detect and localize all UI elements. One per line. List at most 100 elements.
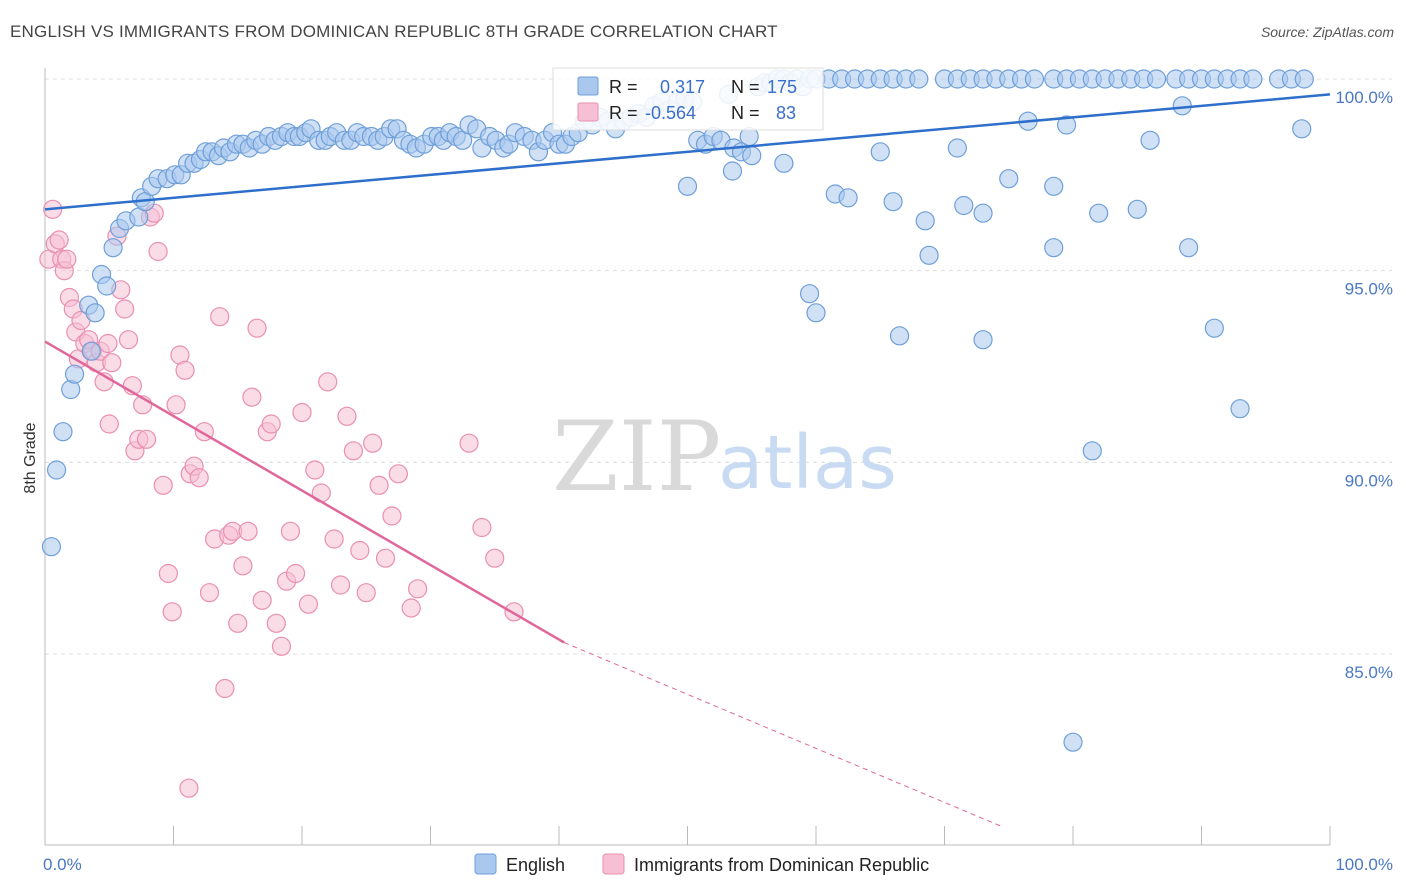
watermark-zip: ZIP bbox=[552, 401, 721, 513]
dominican-point bbox=[292, 402, 312, 423]
source-label: Source: ZipAtlas.com bbox=[1260, 24, 1394, 40]
dominican-point bbox=[369, 475, 389, 495]
english-point bbox=[1024, 69, 1045, 89]
dominican-point bbox=[356, 583, 376, 603]
english-point bbox=[81, 341, 101, 361]
english-point bbox=[1140, 130, 1160, 150]
dominican-trend-line bbox=[44, 340, 565, 644]
dominican-point bbox=[189, 468, 209, 488]
dominican-point bbox=[375, 548, 396, 568]
english-point bbox=[838, 188, 858, 208]
english-point bbox=[1082, 441, 1102, 461]
dominican-point bbox=[228, 613, 248, 633]
english-point bbox=[947, 138, 967, 158]
dominican-point bbox=[330, 575, 351, 595]
english-point bbox=[1127, 199, 1147, 219]
dominican-point bbox=[252, 590, 272, 610]
dominican-point bbox=[242, 387, 262, 407]
english-point bbox=[1044, 238, 1064, 258]
english-point bbox=[1294, 69, 1314, 89]
dominican-point bbox=[162, 602, 182, 622]
english-point bbox=[1089, 203, 1109, 223]
dominican-trend-extension bbox=[563, 642, 1002, 827]
x-axis-ticks bbox=[173, 826, 1331, 845]
dominican-point bbox=[233, 556, 253, 576]
chart-title: ENGLISH VS IMMIGRANTS FROM DOMINICAN REP… bbox=[10, 22, 778, 41]
dominican-point bbox=[324, 529, 344, 549]
x-tick-label-max: 100.0% bbox=[1335, 855, 1393, 874]
dominican-point bbox=[99, 414, 119, 434]
english-point bbox=[53, 422, 73, 442]
grid-lines bbox=[45, 78, 1392, 655]
dominican-point bbox=[280, 521, 301, 541]
dominican-r-value: -0.564 bbox=[645, 103, 696, 123]
y-axis-title: 8th Grade bbox=[22, 422, 39, 493]
dominican-point bbox=[247, 318, 267, 338]
dominican-point bbox=[285, 563, 306, 584]
dominican-point bbox=[401, 598, 421, 618]
english-point bbox=[1056, 115, 1077, 135]
dominican-point bbox=[102, 353, 122, 373]
y-tick-label: 85.0% bbox=[1345, 663, 1393, 682]
dominican-point bbox=[57, 249, 77, 269]
english-point bbox=[999, 169, 1019, 189]
english-trend-line bbox=[44, 93, 1331, 211]
dominican-point bbox=[115, 299, 135, 319]
english-point bbox=[1243, 69, 1263, 89]
watermark-atlas: atlas bbox=[718, 420, 897, 506]
english-n-label: N = bbox=[731, 77, 760, 97]
dominican-n-label: N = bbox=[731, 103, 760, 123]
y-tick-label: 100.0% bbox=[1335, 88, 1393, 107]
english-point bbox=[973, 203, 993, 223]
dominican-point bbox=[485, 548, 505, 568]
dominican-point bbox=[148, 241, 168, 262]
english-point bbox=[677, 176, 698, 196]
english-point bbox=[889, 326, 910, 346]
english-point bbox=[799, 284, 820, 304]
english-point bbox=[1044, 176, 1064, 196]
trend-lines bbox=[44, 93, 1331, 827]
english-point bbox=[954, 195, 974, 216]
dominican-point bbox=[98, 333, 118, 354]
dominican-point bbox=[266, 613, 286, 633]
legend-dominican-label: Immigrants from Dominican Republic bbox=[634, 855, 929, 875]
dominican-point bbox=[153, 475, 173, 495]
dominican-point bbox=[337, 406, 357, 426]
dominican-swatch bbox=[577, 102, 599, 122]
dominican-point bbox=[271, 636, 292, 656]
english-point bbox=[883, 192, 903, 212]
stats-legend: R = 0.317 N = 175 R = -0.564 N = 83 bbox=[552, 67, 824, 131]
english-r-value: 0.317 bbox=[660, 77, 705, 97]
dominican-point bbox=[408, 579, 428, 599]
english-point bbox=[722, 161, 743, 181]
english-point bbox=[1179, 238, 1199, 258]
english-point bbox=[1146, 69, 1167, 89]
english-point bbox=[1292, 119, 1312, 139]
english-point bbox=[919, 245, 939, 265]
dominican-point bbox=[158, 563, 178, 584]
english-point bbox=[915, 211, 935, 231]
english-swatch bbox=[577, 76, 599, 96]
dominican-point bbox=[298, 594, 319, 614]
dominican-point bbox=[382, 506, 402, 526]
dominican-point bbox=[49, 230, 69, 250]
dominican-point bbox=[350, 540, 370, 561]
bottom-legend: English Immigrants from Dominican Republ… bbox=[474, 853, 929, 875]
dominican-point bbox=[318, 372, 338, 392]
dominican-n-value: 83 bbox=[776, 103, 796, 123]
dominican-point bbox=[179, 778, 199, 798]
english-point bbox=[1230, 399, 1250, 419]
dominican-point bbox=[238, 521, 258, 541]
y-tick-label: 90.0% bbox=[1345, 471, 1393, 490]
english-points bbox=[41, 69, 1314, 752]
english-point bbox=[870, 142, 890, 162]
dominican-point bbox=[459, 433, 479, 453]
dominican-point bbox=[118, 330, 139, 350]
dominican-point bbox=[363, 433, 383, 453]
dominican-point bbox=[261, 414, 281, 434]
y-tick-label: 95.0% bbox=[1345, 280, 1393, 299]
dominican-point bbox=[388, 464, 408, 484]
english-point bbox=[64, 364, 85, 384]
english-point bbox=[41, 537, 62, 557]
